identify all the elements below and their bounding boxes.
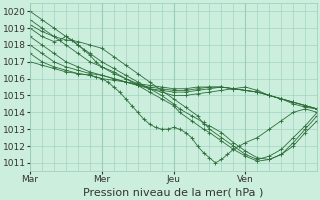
X-axis label: Pression niveau de la mer( hPa ): Pression niveau de la mer( hPa ) bbox=[84, 187, 264, 197]
